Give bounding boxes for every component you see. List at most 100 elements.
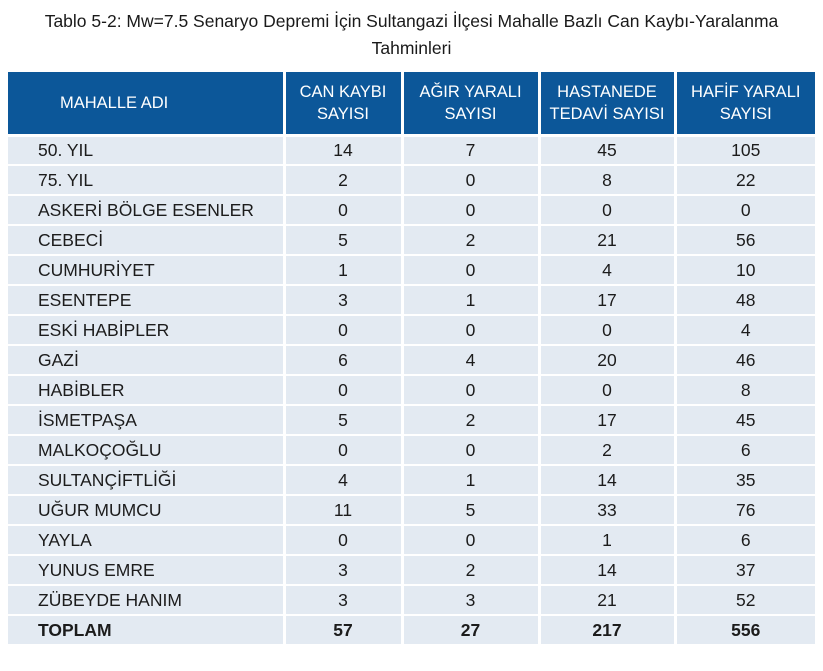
value-cell-agir-yarali: 0 [402, 525, 541, 557]
value-cell-agir-yarali: 0 [402, 375, 541, 407]
value-cell-can-kaybi: 3 [284, 555, 404, 587]
value-cell-hastanede: 21 [539, 225, 677, 257]
table-row: 50. YIL 14 7 45 105 [8, 135, 815, 167]
value-cell-can-kaybi: 0 [284, 375, 404, 407]
table-row: CEBECİ 5 2 21 56 [8, 225, 815, 257]
value-cell-can-kaybi: 2 [284, 165, 404, 197]
neighborhood-name-cell: TOPLAM [8, 615, 286, 647]
table-row: ASKERİ BÖLGE ESENLER 0 0 0 0 [8, 195, 815, 227]
value-cell-hafif-yarali: 6 [675, 525, 815, 557]
value-cell-hastanede: 4 [539, 255, 677, 287]
document-page: Tablo 5-2: Mw=7.5 Senaryo Depremi İçin S… [0, 8, 823, 671]
value-cell-hastanede: 0 [539, 195, 677, 227]
value-cell-hastanede: 17 [539, 405, 677, 437]
value-cell-agir-yarali: 27 [402, 615, 541, 647]
value-cell-can-kaybi: 11 [284, 495, 404, 527]
value-cell-hafif-yarali: 45 [675, 405, 815, 437]
value-cell-hastanede: 1 [539, 525, 677, 557]
table-total-row: TOPLAM 57 27 217 556 [8, 615, 815, 647]
value-cell-can-kaybi: 3 [284, 285, 404, 317]
value-cell-can-kaybi: 4 [284, 465, 404, 497]
document-title: Tablo 5-2: Mw=7.5 Senaryo Depremi İçin S… [44, 11, 779, 59]
value-cell-agir-yarali: 5 [402, 495, 541, 527]
value-cell-can-kaybi: 6 [284, 345, 404, 377]
neighborhood-name-cell: UĞUR MUMCU [8, 495, 286, 527]
value-cell-hafif-yarali: 35 [675, 465, 815, 497]
value-cell-can-kaybi: 0 [284, 315, 404, 347]
value-cell-hafif-yarali: 37 [675, 555, 815, 587]
value-cell-hafif-yarali: 6 [675, 435, 815, 467]
value-cell-agir-yarali: 0 [402, 255, 541, 287]
value-cell-hastanede: 14 [539, 555, 677, 587]
value-cell-agir-yarali: 3 [402, 585, 541, 617]
neighborhood-name-cell: İSMETPAŞA [8, 405, 286, 437]
neighborhood-name-cell: ZÜBEYDE HANIM [8, 585, 286, 617]
neighborhood-name-cell: MALKOÇOĞLU [8, 435, 286, 467]
table-row: CUMHURİYET 1 0 4 10 [8, 255, 815, 287]
value-cell-hastanede: 8 [539, 165, 677, 197]
value-cell-hastanede: 217 [539, 615, 677, 647]
neighborhood-name-cell: CEBECİ [8, 225, 286, 257]
value-cell-agir-yarali: 4 [402, 345, 541, 377]
neighborhood-name-cell: YAYLA [8, 525, 286, 557]
value-cell-agir-yarali: 0 [402, 195, 541, 227]
value-cell-can-kaybi: 3 [284, 585, 404, 617]
neighborhood-name-cell: ESKİ HABİPLER [8, 315, 286, 347]
table-row: ESENTEPE 3 1 17 48 [8, 285, 815, 317]
casualty-table: MAHALLE ADI CAN KAYBI SAYISI AĞIR YARALI… [8, 72, 815, 647]
neighborhood-name-cell: HABİBLER [8, 375, 286, 407]
table-row: GAZİ 6 4 20 46 [8, 345, 815, 377]
value-cell-hafif-yarali: 48 [675, 285, 815, 317]
value-cell-hastanede: 20 [539, 345, 677, 377]
value-cell-hastanede: 21 [539, 585, 677, 617]
value-cell-agir-yarali: 2 [402, 225, 541, 257]
value-cell-hafif-yarali: 56 [675, 225, 815, 257]
value-cell-hafif-yarali: 46 [675, 345, 815, 377]
table-row: ESKİ HABİPLER 0 0 0 4 [8, 315, 815, 347]
neighborhood-name-cell: ESENTEPE [8, 285, 286, 317]
column-header-can-kaybi-sayisi: CAN KAYBI SAYISI [284, 72, 404, 137]
value-cell-hafif-yarali: 4 [675, 315, 815, 347]
value-cell-hafif-yarali: 556 [675, 615, 815, 647]
value-cell-hafif-yarali: 76 [675, 495, 815, 527]
value-cell-hastanede: 45 [539, 135, 677, 167]
neighborhood-name-cell: YUNUS EMRE [8, 555, 286, 587]
column-header-mahalle-adi: MAHALLE ADI [8, 72, 286, 137]
value-cell-can-kaybi: 0 [284, 525, 404, 557]
value-cell-hastanede: 0 [539, 315, 677, 347]
value-cell-agir-yarali: 1 [402, 285, 541, 317]
table-row: YUNUS EMRE 3 2 14 37 [8, 555, 815, 587]
value-cell-can-kaybi: 14 [284, 135, 404, 167]
value-cell-agir-yarali: 7 [402, 135, 541, 167]
value-cell-can-kaybi: 57 [284, 615, 404, 647]
value-cell-agir-yarali: 0 [402, 315, 541, 347]
value-cell-hastanede: 33 [539, 495, 677, 527]
value-cell-can-kaybi: 0 [284, 435, 404, 467]
table-row: İSMETPAŞA 5 2 17 45 [8, 405, 815, 437]
table-row: YAYLA 0 0 1 6 [8, 525, 815, 557]
table-row: ZÜBEYDE HANIM 3 3 21 52 [8, 585, 815, 617]
value-cell-hastanede: 0 [539, 375, 677, 407]
table-row: MALKOÇOĞLU 0 0 2 6 [8, 435, 815, 467]
value-cell-hastanede: 17 [539, 285, 677, 317]
value-cell-hafif-yarali: 22 [675, 165, 815, 197]
column-header-hastanede-tedavi-sayisi: HASTANEDE TEDAVİ SAYISI [539, 72, 677, 137]
table-body: 50. YIL 14 7 45 105 75. YIL 2 0 8 22 ASK… [8, 135, 815, 647]
value-cell-agir-yarali: 2 [402, 555, 541, 587]
neighborhood-name-cell: GAZİ [8, 345, 286, 377]
value-cell-can-kaybi: 1 [284, 255, 404, 287]
value-cell-agir-yarali: 0 [402, 165, 541, 197]
value-cell-can-kaybi: 0 [284, 195, 404, 227]
value-cell-hastanede: 2 [539, 435, 677, 467]
table-row: UĞUR MUMCU 11 5 33 76 [8, 495, 815, 527]
value-cell-agir-yarali: 1 [402, 465, 541, 497]
value-cell-hafif-yarali: 0 [675, 195, 815, 227]
column-header-agir-yarali-sayisi: AĞIR YARALI SAYISI [402, 72, 541, 137]
value-cell-hafif-yarali: 10 [675, 255, 815, 287]
neighborhood-name-cell: CUMHURİYET [8, 255, 286, 287]
table-row: HABİBLER 0 0 0 8 [8, 375, 815, 407]
value-cell-hastanede: 14 [539, 465, 677, 497]
value-cell-can-kaybi: 5 [284, 225, 404, 257]
neighborhood-name-cell: 75. YIL [8, 165, 286, 197]
value-cell-agir-yarali: 2 [402, 405, 541, 437]
